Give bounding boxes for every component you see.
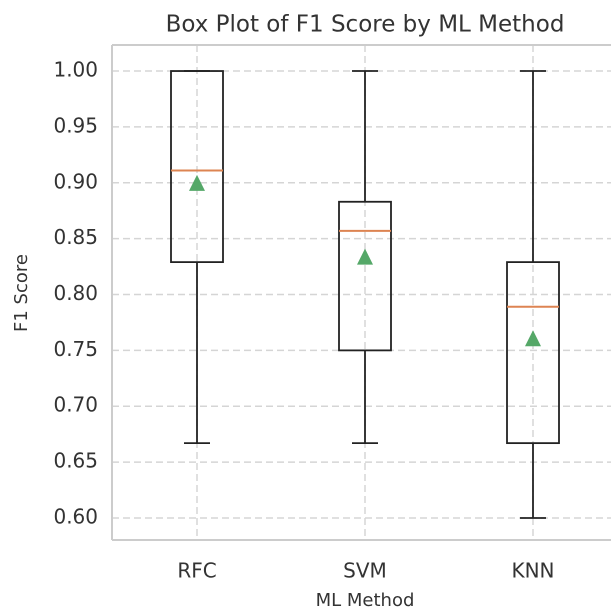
y-tick-label: 1.00 (53, 58, 98, 82)
box (170, 70, 224, 264)
y-tick-label: 0.85 (53, 225, 98, 249)
x-tick-label: RFC (177, 559, 216, 583)
y-tick-label: 0.65 (53, 449, 98, 473)
mean-marker (357, 248, 373, 265)
mean-marker (525, 330, 541, 347)
y-tick-label: 0.70 (53, 393, 98, 417)
y-tick-label: 0.80 (53, 281, 98, 305)
y-tick-label: 0.60 (53, 504, 98, 528)
y-tick-label: 0.75 (53, 337, 98, 361)
chart-title: Box Plot of F1 Score by ML Method (166, 12, 565, 38)
y-axis-label: F1 Score (11, 254, 32, 332)
x-tick-label: SVM (343, 559, 387, 583)
y-tick-label: 0.90 (53, 169, 98, 193)
x-axis-label: ML Method (316, 590, 415, 610)
box (338, 200, 392, 352)
x-tick-label: KNN (511, 559, 554, 583)
mean-marker (189, 174, 205, 191)
box (506, 261, 560, 445)
y-tick-label: 0.95 (53, 113, 98, 137)
